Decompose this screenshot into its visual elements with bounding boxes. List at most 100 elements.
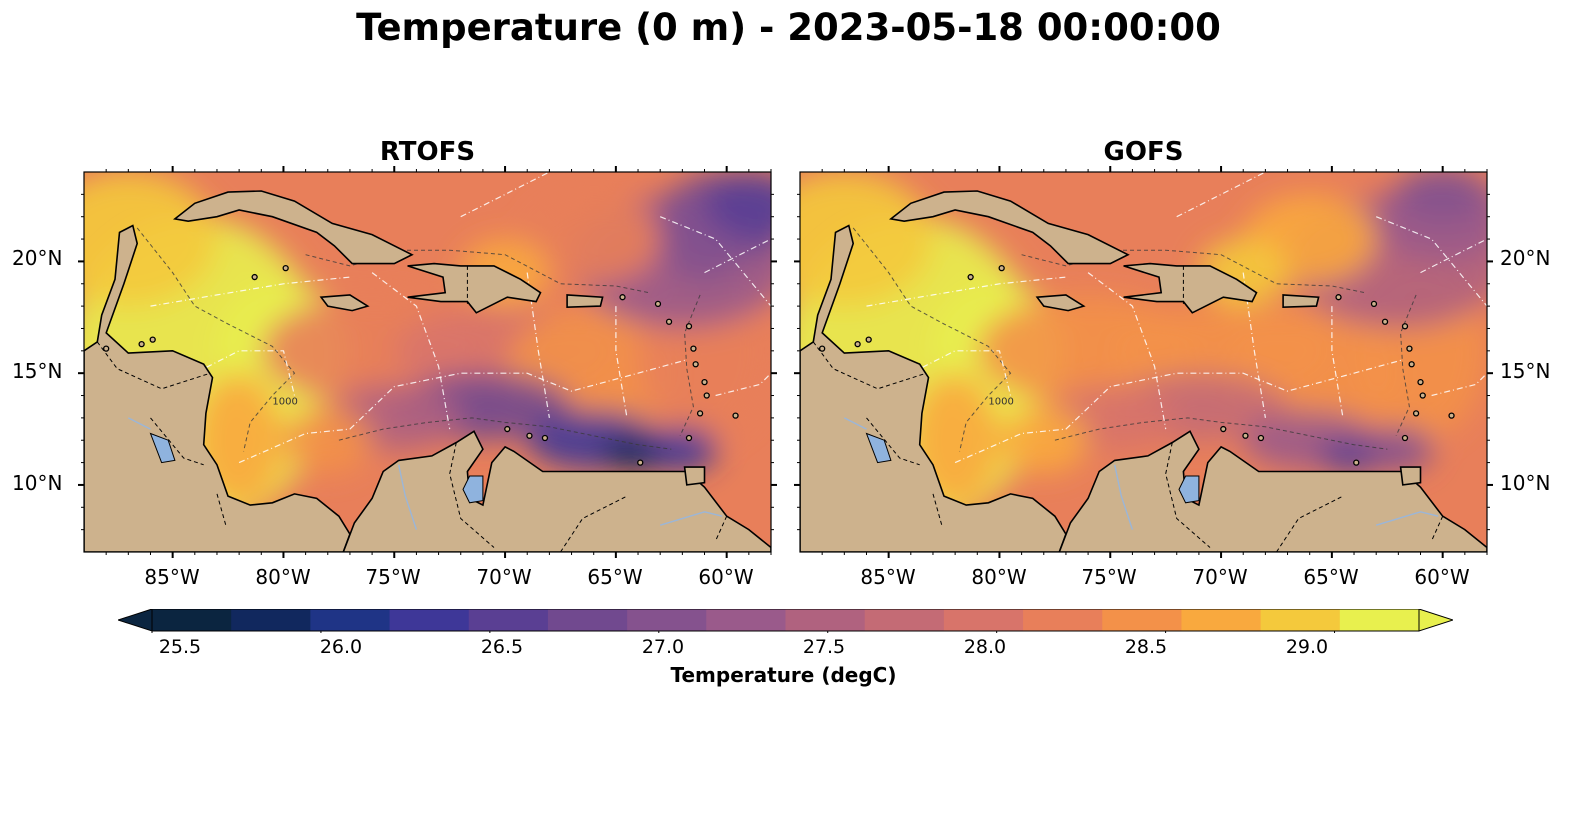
eez-boundary	[954, 359, 1403, 464]
temperature-patch	[704, 172, 771, 240]
lake	[462, 475, 484, 504]
island	[685, 434, 693, 442]
colorbar-tick-label: 29.0	[1285, 636, 1329, 658]
lon-tick-label: 85°W	[144, 565, 200, 589]
lake	[1178, 475, 1200, 504]
colorbar-segment	[152, 609, 232, 631]
bathymetry-contour	[679, 294, 701, 437]
eez-boundary	[1375, 216, 1487, 307]
island	[696, 410, 704, 417]
island	[1381, 318, 1389, 325]
landmass	[800, 224, 1067, 552]
temperature-field	[84, 172, 771, 530]
temperature-patch	[283, 406, 373, 474]
lat-tick-label: 15°N	[1500, 359, 1551, 383]
landmass	[1123, 262, 1258, 314]
lon-tick-label: 80°W	[255, 565, 311, 589]
bathymetry-contour	[136, 227, 296, 452]
lon-tick-label: 75°W	[1081, 565, 1137, 589]
lon-tick-label: 60°W	[1414, 565, 1470, 589]
island	[149, 336, 156, 343]
landmass	[1282, 294, 1320, 309]
country-border	[449, 442, 495, 548]
colorbar-extend-min	[118, 609, 153, 632]
island	[692, 361, 699, 368]
contour-label: 1000	[272, 396, 297, 407]
country-border	[866, 417, 920, 466]
map-panel-gofs: 1000	[794, 166, 1493, 558]
axis-ticks	[78, 166, 777, 558]
island	[504, 425, 511, 433]
landmass	[319, 294, 370, 312]
colorbar-segment	[1181, 609, 1262, 631]
lon-tick-label: 75°W	[365, 565, 421, 589]
colorbar-segment	[468, 609, 549, 631]
island	[967, 273, 974, 281]
eez-boundary	[371, 272, 451, 430]
lat-tick-label: 10°N	[1500, 471, 1551, 495]
island	[526, 432, 533, 439]
island	[1353, 459, 1360, 466]
colorbar-segment	[706, 609, 786, 631]
country-border	[812, 341, 927, 390]
island	[1417, 378, 1424, 386]
eez-boundary	[659, 216, 771, 307]
landmass	[342, 430, 771, 552]
map-content: 1000	[800, 172, 1487, 552]
colorbar-segment	[1339, 609, 1420, 631]
landmass	[888, 190, 1130, 265]
eez-boundary	[238, 359, 687, 464]
island	[703, 392, 710, 399]
lat-tick-label: 20°N	[1500, 246, 1551, 270]
island	[1370, 300, 1378, 308]
landmass	[566, 294, 604, 309]
colorbar-segment	[547, 609, 628, 631]
axis-ticks	[794, 166, 1493, 558]
island	[685, 323, 693, 330]
colorbar-segment	[231, 609, 311, 631]
country-border	[1165, 442, 1211, 548]
landmass	[1058, 430, 1487, 552]
island	[1242, 432, 1249, 439]
colorbar-tick-label: 26.5	[480, 636, 524, 658]
eez-boundary	[615, 306, 628, 418]
contour-label: 1000	[988, 396, 1013, 407]
map-frame	[799, 171, 1488, 553]
bathymetry-contour	[338, 417, 672, 450]
eez-boundary	[1331, 306, 1344, 418]
eez-boundary	[910, 350, 1012, 396]
river	[127, 417, 151, 430]
colorbar-tick-label: 27.5	[802, 636, 846, 658]
bathymetry-contour	[1395, 294, 1417, 437]
country-border	[560, 495, 628, 552]
bathymetry-contour	[1021, 249, 1366, 294]
lon-tick-label: 65°W	[587, 565, 643, 589]
island	[865, 336, 872, 343]
island	[1401, 434, 1409, 442]
lon-tick-label: 70°W	[476, 565, 532, 589]
island	[998, 264, 1005, 272]
bathymetry-contour	[1054, 417, 1388, 450]
colorbar-segment	[310, 609, 391, 631]
country-border	[932, 493, 943, 526]
landmass	[407, 262, 542, 314]
landmass	[683, 466, 706, 486]
island	[619, 294, 626, 301]
colorbar-segment	[785, 609, 866, 631]
river	[1114, 464, 1134, 530]
country-border	[216, 493, 227, 526]
island	[690, 345, 697, 352]
colorbar-tick-label: 27.0	[641, 636, 685, 658]
lat-tick-label: 20°N	[12, 246, 63, 270]
country-border	[96, 341, 211, 390]
bathymetry-contour	[852, 227, 1012, 452]
island	[103, 345, 110, 352]
lon-tick-label: 65°W	[1303, 565, 1359, 589]
island	[1408, 361, 1415, 368]
colorbar-segment	[1102, 609, 1182, 631]
island	[819, 345, 826, 352]
island	[854, 340, 861, 348]
landmass	[172, 190, 414, 265]
river	[659, 511, 723, 526]
island	[1406, 345, 1413, 352]
